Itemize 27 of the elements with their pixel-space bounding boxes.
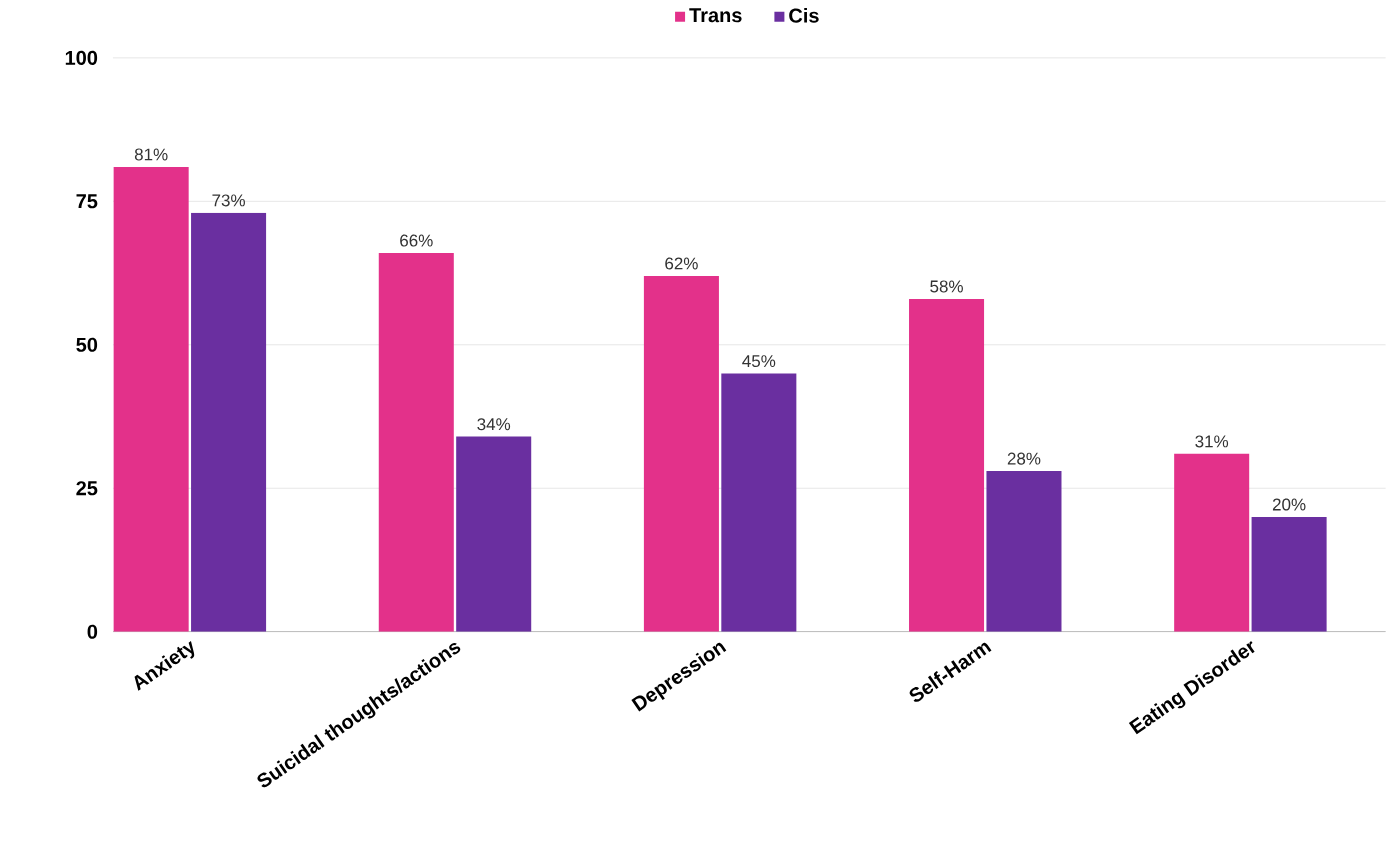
legend-label: Cis [789, 8, 819, 23]
bar [721, 373, 797, 632]
data-label: 45% [742, 355, 776, 368]
data-label: 62% [665, 257, 698, 270]
bar [1174, 453, 1250, 632]
data-label: 31% [1195, 435, 1229, 448]
data-label: 28% [1007, 452, 1041, 465]
legend-label: Trans [689, 8, 742, 23]
y-tick-label: 100 [65, 50, 98, 66]
bar [986, 471, 1062, 632]
bar [643, 276, 719, 632]
data-label: 66% [400, 234, 433, 247]
data-label: 73% [212, 194, 245, 207]
bar [113, 167, 189, 632]
data-label: 20% [1272, 498, 1306, 511]
bar [378, 253, 454, 632]
y-tick-label: 0 [87, 624, 98, 639]
bar [909, 299, 985, 632]
bar [191, 212, 267, 632]
data-label: 81% [134, 148, 168, 161]
bar [456, 436, 532, 632]
bar [1251, 517, 1327, 632]
y-tick-label: 75 [76, 194, 98, 209]
y-tick-label: 25 [76, 481, 98, 496]
data-label: 58% [930, 280, 963, 293]
y-tick-label: 50 [76, 337, 98, 353]
data-label: 34% [477, 418, 511, 431]
